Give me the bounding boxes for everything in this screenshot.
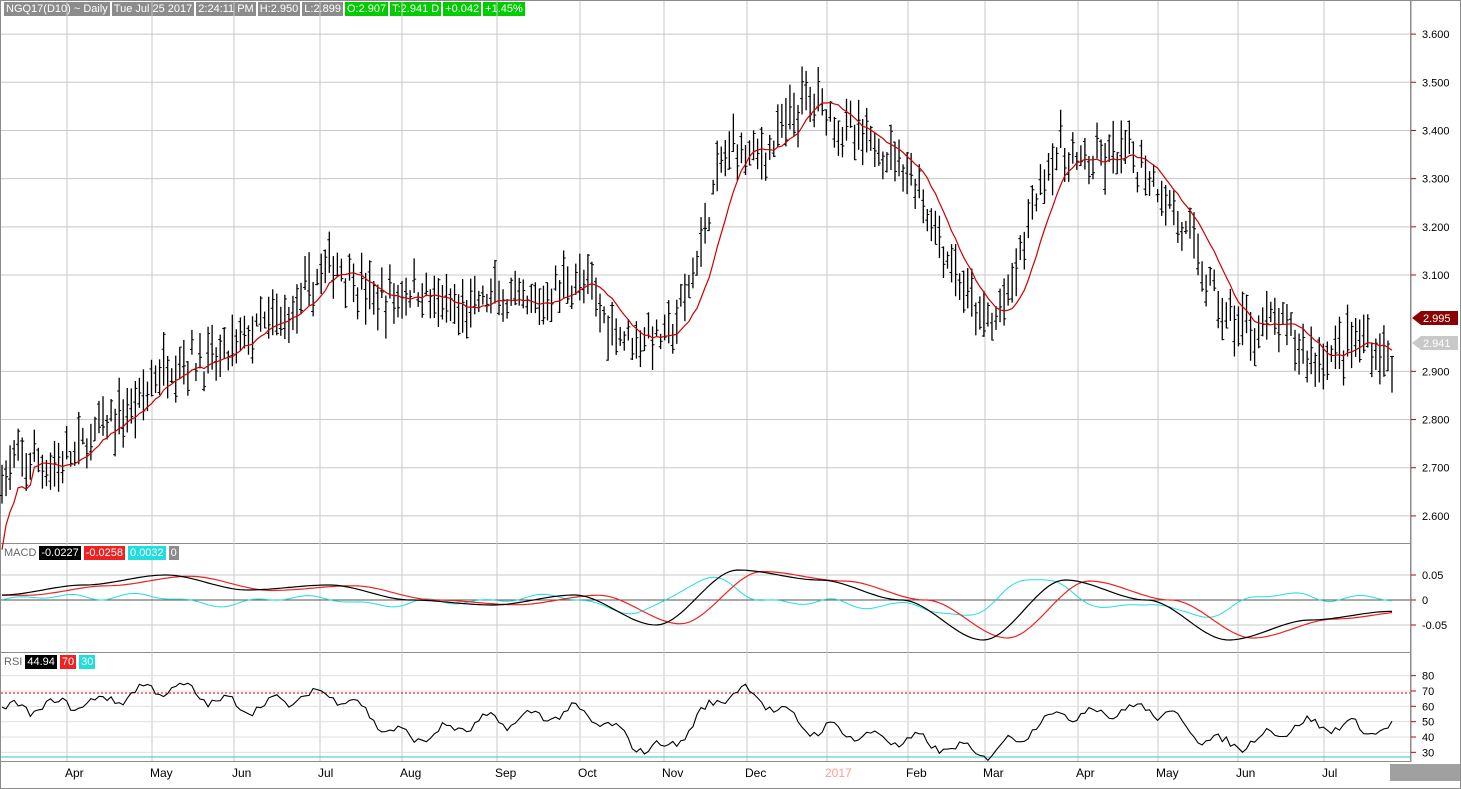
rsi-tick-label: 70 xyxy=(1422,686,1434,698)
macd-tick-label: 0.05 xyxy=(1422,570,1443,582)
price-tick-label: 3.400 xyxy=(1422,125,1450,137)
rsi-legend: RSI 44.94 70 30 xyxy=(4,655,96,669)
rsi-tick-label: 30 xyxy=(1422,747,1434,759)
price-tick-label: 3.100 xyxy=(1422,270,1450,282)
rsi-tick-label: 60 xyxy=(1422,701,1434,713)
time-tick-label: Jun xyxy=(232,766,251,780)
histogram-value: 0.0032 xyxy=(128,546,166,560)
symbol-label: NGQ17(D10) ~ Daily xyxy=(4,2,110,16)
macd-legend: MACD -0.0227 -0.0258 0.0032 0 xyxy=(4,546,179,560)
price-tick-label: 2.900 xyxy=(1422,366,1450,378)
price-tick-label: 3.600 xyxy=(1422,29,1450,41)
rsi-tick-label: 40 xyxy=(1422,732,1434,744)
price-gridlines xyxy=(1,33,1410,517)
last-price-marker xyxy=(1412,336,1458,350)
price-tick-label: 3.500 xyxy=(1422,77,1450,89)
last-price-value: 2.941 xyxy=(1423,338,1451,350)
macd-signal-line xyxy=(2,570,1393,639)
change-label: +0.042 xyxy=(443,2,482,16)
macd-tick-label: 0 xyxy=(1422,595,1428,607)
macd-line xyxy=(1,569,1392,641)
quote-header: NGQ17(D10) ~ Daily Tue Jul 25 2017 2:24:… xyxy=(4,2,525,16)
macd-panel xyxy=(0,543,1411,653)
moving-average-line xyxy=(1,102,1393,550)
change-pct-label: +1.45% xyxy=(483,2,525,16)
macd-gridlines xyxy=(1,574,1410,626)
open-label: O:2.907 xyxy=(344,2,389,16)
rsi-axis: 80 70 60 50 40 30 xyxy=(1411,671,1434,759)
price-tick-label: 2.700 xyxy=(1422,463,1450,475)
rsi-line xyxy=(1,682,1393,762)
date-label: Tue Jul 25 2017 xyxy=(111,2,195,16)
vertical-gridlines xyxy=(66,1,1325,761)
scroll-thumb[interactable] xyxy=(1390,764,1460,781)
time-tick-label: Jun xyxy=(1236,766,1255,780)
time-tick-label: Jul xyxy=(1322,766,1337,780)
time-tick-label: Oct xyxy=(578,766,597,780)
rsi-title: RSI xyxy=(4,656,23,668)
macd-histogram-line xyxy=(1,576,1393,618)
time-tick-label: Apr xyxy=(65,766,84,780)
price-tick-label: 2.600 xyxy=(1422,511,1450,523)
time-axis: Apr May Jun Jul Aug Sep Oct Nov Dec 2017 Feb Mar Apr… xyxy=(65,766,1337,780)
price-bars xyxy=(0,66,1394,504)
price-tick-label: 3.300 xyxy=(1422,174,1450,186)
time-tick-label: Nov xyxy=(662,766,683,780)
ma-last-marker xyxy=(1412,311,1458,325)
rsi-upper-value: 70 xyxy=(59,655,77,669)
price-tick-label: 2.800 xyxy=(1422,415,1450,427)
zero-value: 0 xyxy=(168,546,179,560)
time-tick-label: Aug xyxy=(400,766,421,780)
ma-last-value: 2.995 xyxy=(1423,313,1451,325)
rsi-value: 44.94 xyxy=(25,655,57,669)
time-tick-label: Jul xyxy=(318,766,333,780)
time-tick-label: Apr xyxy=(1076,766,1095,780)
time-tick-label: Feb xyxy=(906,766,927,780)
macd-axis: 0.05 0 -0.05 xyxy=(1411,570,1447,632)
high-label: H:2.950 xyxy=(257,2,301,16)
rsi-gridlines xyxy=(1,675,1410,753)
time-tick-label: Mar xyxy=(983,766,1004,780)
rsi-panel xyxy=(0,652,1411,762)
price-tick-label: 3.200 xyxy=(1422,222,1450,234)
signal-value: -0.0258 xyxy=(83,546,126,560)
time-tick-label: Sep xyxy=(495,766,517,780)
rsi-tick-label: 50 xyxy=(1422,717,1434,729)
time-label: 2:24:11 PM xyxy=(196,2,256,16)
time-tick-label: 2017 xyxy=(825,766,852,780)
macd-value: -0.0227 xyxy=(39,546,81,560)
time-tick-label: May xyxy=(1156,766,1179,780)
rsi-tick-label: 80 xyxy=(1422,671,1434,683)
macd-title: MACD xyxy=(4,547,37,559)
last-label: T:2.941 D xyxy=(390,2,442,16)
price-axis: 3.600 3.500 3.400 3.300 3.200 3.100 2.900 2.800… xyxy=(1411,29,1450,523)
rsi-lower-value: 30 xyxy=(79,655,96,669)
time-tick-label: Dec xyxy=(745,766,766,780)
low-label: L:2.899 xyxy=(302,2,343,16)
time-tick-label: May xyxy=(150,766,173,780)
macd-tick-label: -0.05 xyxy=(1422,620,1447,632)
